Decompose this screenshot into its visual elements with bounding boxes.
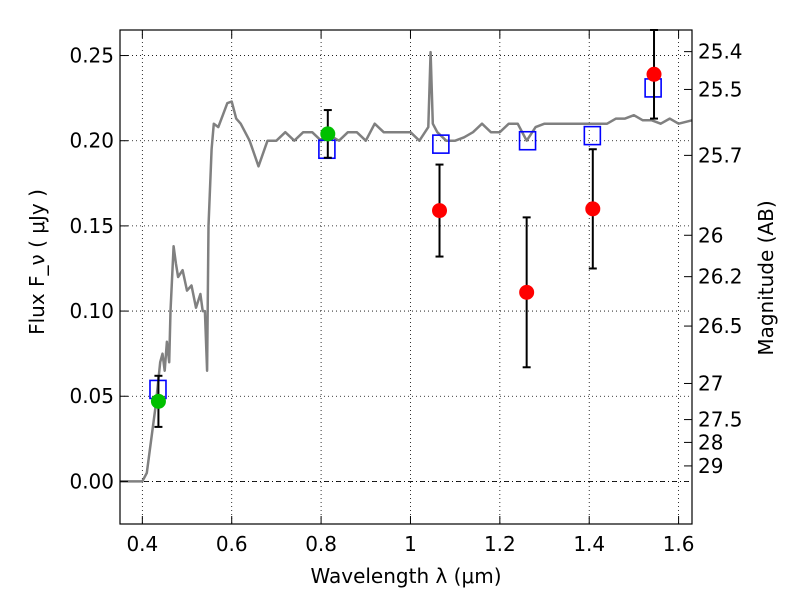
x-tick-label: 1.2	[484, 532, 516, 556]
y-axis-title: Flux F_ν ( μJy )	[25, 189, 49, 335]
x-tick-label: 0.4	[126, 532, 158, 556]
model-square-marker	[518, 130, 537, 151]
right-tick-label: 25.4	[698, 40, 743, 64]
x-tick-label: 0.6	[216, 532, 248, 556]
observed-point-red	[585, 201, 601, 217]
y-tick-label: 0.00	[69, 469, 114, 493]
observed-point-red	[519, 284, 535, 300]
right-tick-label: 27.5	[698, 408, 743, 432]
y-axis: 0.00 0.05 0.10 0.15 0.20 0.25	[69, 44, 128, 493]
plot-area	[120, 29, 693, 483]
model-spectrum-line	[120, 50, 693, 483]
observed-point-green	[320, 126, 336, 142]
observed-point-green	[150, 393, 166, 409]
right-tick-label: 29	[698, 454, 723, 478]
x-tick-label: 1.6	[663, 532, 695, 556]
y-tick-label: 0.20	[69, 129, 114, 153]
x-axis-title: Wavelength λ (μm)	[310, 564, 501, 588]
x-tick-label: 0.8	[305, 532, 337, 556]
right-tick-label: 28	[698, 430, 723, 454]
x-axis: 0.4 0.6 0.8 1 1.2 1.4 1.6	[126, 30, 695, 556]
model-square-marker	[583, 125, 602, 146]
y-tick-label: 0.10	[69, 299, 114, 323]
observed-point-red	[432, 203, 448, 219]
grid-lines	[120, 30, 692, 524]
right-tick-label: 27	[698, 371, 723, 395]
model-square-marker	[432, 134, 450, 154]
x-tick-label: 1.4	[573, 532, 605, 556]
y-tick-label: 0.25	[69, 44, 114, 68]
x-tick-label: 1	[404, 532, 417, 556]
observed-point-red	[646, 66, 662, 82]
right-tick-label: 26.2	[698, 265, 743, 289]
right-tick-label: 25.7	[698, 143, 743, 167]
right-tick-label: 26.5	[698, 314, 743, 338]
y-tick-label: 0.05	[69, 384, 114, 408]
y-tick-label: 0.15	[69, 214, 114, 238]
right-axis-title: Magnitude (AB)	[754, 200, 778, 355]
right-tick-label: 25.5	[698, 77, 743, 101]
right-tick-label: 26	[698, 223, 723, 247]
plot-frame	[119, 29, 693, 525]
